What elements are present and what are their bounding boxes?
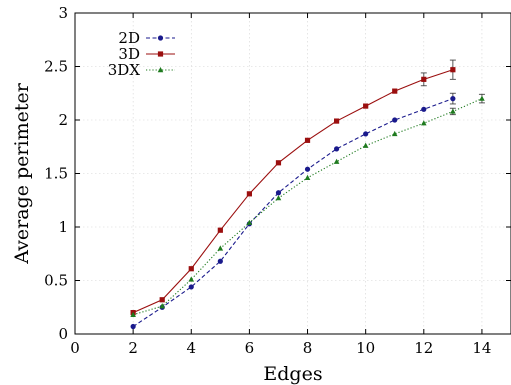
data-point xyxy=(217,245,224,251)
data-point xyxy=(391,130,398,137)
data-point xyxy=(421,106,427,112)
data-point xyxy=(421,76,427,82)
legend-label: 3D xyxy=(118,45,140,63)
series-3d xyxy=(130,59,456,316)
x-tick-label: 4 xyxy=(186,339,196,357)
series-area xyxy=(130,59,485,330)
series-line xyxy=(132,98,454,327)
data-point xyxy=(450,96,456,102)
x-tick-label: 2 xyxy=(128,339,138,357)
data-point xyxy=(217,258,223,264)
data-point xyxy=(363,131,369,137)
data-point xyxy=(246,219,253,225)
y-tick-label: 0 xyxy=(58,325,68,343)
data-point xyxy=(304,137,311,143)
legend-marker xyxy=(157,35,164,41)
x-tick-label: 10 xyxy=(356,339,375,357)
legend-marker xyxy=(157,51,164,57)
series-2d xyxy=(130,92,456,330)
data-point xyxy=(188,284,194,290)
y-tick-label: 0.5 xyxy=(44,272,68,290)
data-point xyxy=(362,142,369,148)
legend-label: 3DX xyxy=(108,61,141,79)
data-point xyxy=(159,303,165,309)
legend-entry-2d: 2D xyxy=(118,29,175,47)
data-point xyxy=(130,311,136,317)
series-3dx xyxy=(130,93,485,317)
data-point xyxy=(421,120,427,126)
data-point xyxy=(246,191,252,197)
y-tick-label: 2.5 xyxy=(44,58,68,76)
x-tick-label: 14 xyxy=(472,339,491,357)
legend-marker xyxy=(157,67,164,73)
x-tick-label: 0 xyxy=(70,339,80,357)
data-point xyxy=(392,88,398,94)
data-point xyxy=(217,227,223,233)
y-tick-label: 1.5 xyxy=(44,165,68,183)
series-line xyxy=(132,69,454,314)
legend-label: 2D xyxy=(118,29,140,47)
x-tick-label: 12 xyxy=(414,339,433,357)
data-point xyxy=(450,108,456,114)
data-point xyxy=(304,174,311,180)
data-point xyxy=(392,117,398,123)
y-tick-label: 2 xyxy=(58,111,68,129)
data-point xyxy=(304,166,311,172)
y-tick-label: 3 xyxy=(58,4,68,22)
data-point xyxy=(275,190,282,196)
data-point xyxy=(275,160,282,166)
data-point xyxy=(479,95,485,101)
x-tick-label: 8 xyxy=(303,339,313,357)
legend-entry-3dx: 3DX xyxy=(108,61,175,79)
data-point xyxy=(188,266,194,272)
data-point xyxy=(363,103,369,109)
y-tick-label: 1 xyxy=(58,218,68,236)
x-tick-label: 6 xyxy=(245,339,255,357)
data-point xyxy=(333,158,340,164)
data-point xyxy=(130,323,136,330)
data-point xyxy=(334,146,340,152)
data-point xyxy=(275,195,282,201)
data-point xyxy=(450,67,456,73)
axes: 0 2 4 6 8 10 12 14 0 0.5 1 1.5 2 2.5 3 xyxy=(44,4,511,357)
grid xyxy=(75,12,511,334)
data-point xyxy=(159,297,165,303)
legend-entry-3d: 3D xyxy=(118,45,175,63)
data-point xyxy=(188,276,195,282)
data-point xyxy=(334,118,340,124)
y-axis-title: Average perimeter xyxy=(11,82,33,264)
x-axis-title: Edges xyxy=(263,363,322,385)
